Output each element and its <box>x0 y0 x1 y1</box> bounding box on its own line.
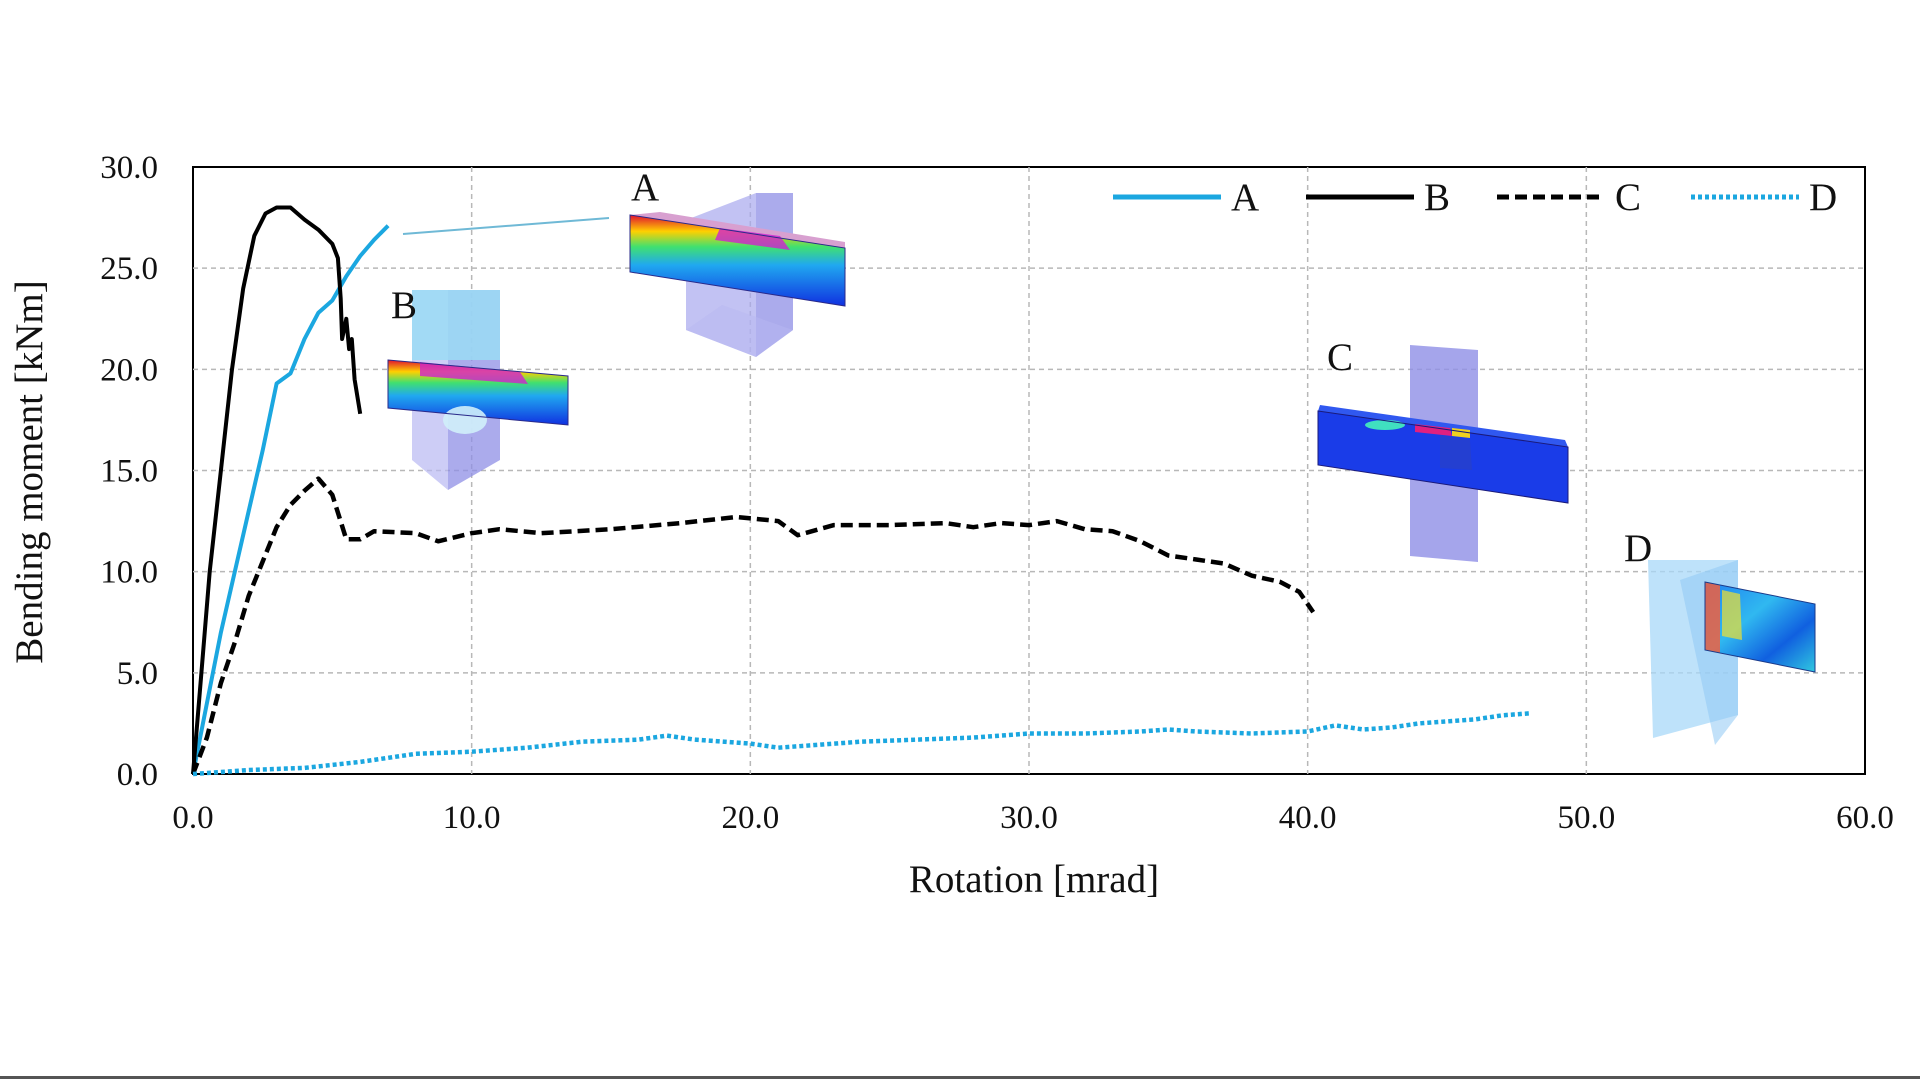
x-tick-label: 50.0 <box>1557 800 1615 836</box>
series-lines <box>190 205 1531 777</box>
inset-label-c: C <box>1327 336 1353 379</box>
axes: 0.0 10.0 20.0 30.0 40.0 50.0 60.0 0.0 5.0 10.0 15.… <box>100 150 1894 836</box>
x-axis-title: Rotation [mrad] <box>909 858 1159 901</box>
y-tick-label: 15.0 <box>100 454 158 490</box>
x-tick-label: 60.0 <box>1836 800 1894 836</box>
x-tick-label: 20.0 <box>721 800 779 836</box>
y-axis-title: Bending moment [kNm] <box>8 280 51 663</box>
x-tick-label: 40.0 <box>1279 800 1337 836</box>
series-line-a <box>191 224 390 775</box>
fem-model-d-image <box>1648 560 1816 745</box>
inset-label-b: B <box>391 284 417 327</box>
x-tick-label: 10.0 <box>443 800 501 836</box>
inset-label-d: D <box>1624 527 1652 570</box>
legend: A B C D <box>1113 176 1837 219</box>
y-tick-label: 25.0 <box>100 251 158 287</box>
y-tick-label: 20.0 <box>100 352 158 388</box>
inset-label-a: A <box>631 166 659 209</box>
legend-label-b: B <box>1424 176 1450 219</box>
legend-label-a: A <box>1231 176 1259 219</box>
inset-labels: A B C D <box>391 166 1652 570</box>
bottom-divider <box>0 1076 1920 1079</box>
fem-model-b-image <box>387 290 569 490</box>
series-line-b <box>191 205 363 775</box>
fem-model-c-image <box>1317 345 1569 562</box>
y-tick-label: 5.0 <box>117 656 158 692</box>
legend-label-d: D <box>1809 176 1837 219</box>
series-line-c <box>190 476 1316 775</box>
series-line-d <box>192 711 1531 777</box>
x-tick-label: 30.0 <box>1000 800 1058 836</box>
x-tick-label: 0.0 <box>172 800 213 836</box>
y-tick-label: 0.0 <box>117 757 158 793</box>
y-tick-label: 10.0 <box>100 555 158 591</box>
legend-label-c: C <box>1615 176 1641 219</box>
fem-model-a-image <box>402 193 846 357</box>
y-tick-label: 30.0 <box>100 150 158 186</box>
fem-model-insets <box>387 193 1816 745</box>
